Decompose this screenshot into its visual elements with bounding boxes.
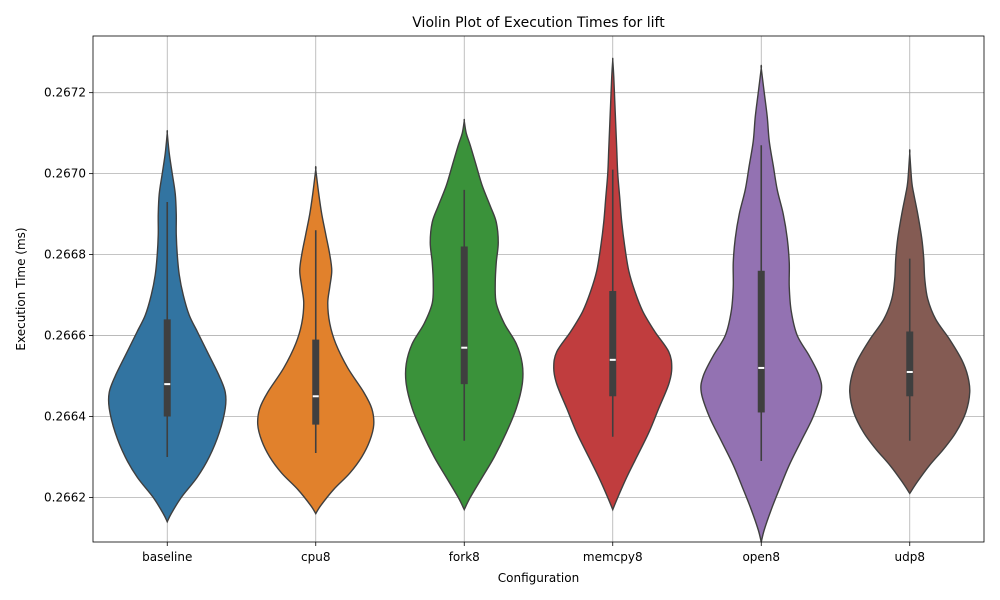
chart-title: Violin Plot of Execution Times for lift [412, 15, 665, 31]
iqr-box-udp8 [906, 331, 914, 397]
y-tick-label: 0.2666 [44, 329, 86, 343]
x-axis-ticks: baseline cpu8 fork8 memcpy8 open8 udp8 [142, 542, 925, 564]
y-axis-label: Execution Time (ms) [14, 227, 28, 350]
iqr-box-open8 [757, 270, 765, 413]
x-tick-label-memcpy8: memcpy8 [583, 550, 643, 564]
iqr-box-memcpy8 [609, 291, 617, 397]
y-axis-ticks: 0.2662 0.2664 0.2666 0.2668 0.2670 0.2672 [44, 86, 93, 504]
x-tick-label-open8: open8 [742, 550, 780, 564]
x-tick-label-cpu8: cpu8 [301, 550, 330, 564]
x-axis-label: Configuration [498, 571, 579, 585]
y-tick-label: 0.2664 [44, 410, 86, 424]
y-tick-label: 0.2668 [44, 248, 86, 262]
x-tick-label-baseline: baseline [142, 550, 192, 564]
iqr-box-fork8 [460, 246, 468, 385]
iqr-box-cpu8 [312, 339, 320, 425]
x-tick-label-udp8: udp8 [895, 550, 925, 564]
y-tick-label: 0.2670 [44, 167, 86, 181]
y-tick-label: 0.2672 [44, 86, 86, 100]
iqr-box-baseline [163, 319, 171, 417]
plot-frame [92, 35, 985, 543]
y-tick-label: 0.2662 [44, 490, 86, 504]
x-tick-label-fork8: fork8 [449, 550, 480, 564]
violins [107, 57, 971, 543]
